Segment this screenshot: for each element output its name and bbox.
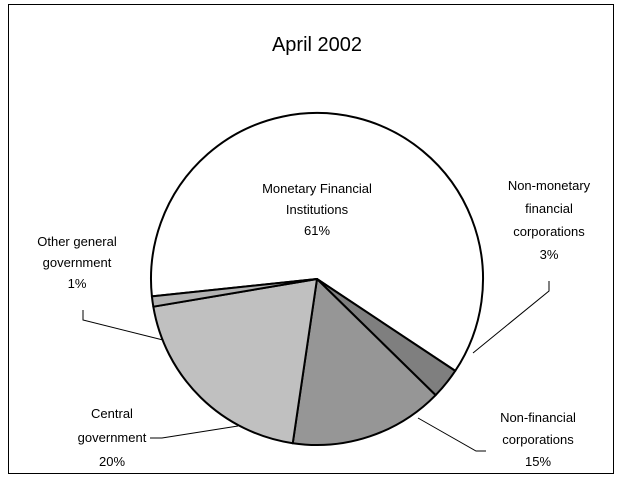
label-other-general-government: Other general government 1%: [37, 234, 117, 291]
slice-name-line: Central: [91, 406, 133, 421]
slice-non-financial-corporations: [291, 278, 437, 446]
slice-name-line: Other general: [37, 234, 117, 249]
slice-name-line: government: [43, 255, 112, 270]
slice-percent-label: 15%: [525, 454, 551, 469]
slice-percent-label: 1%: [68, 276, 87, 291]
leader-other-general-government: [82, 310, 164, 341]
slice-name-line: Monetary Financial: [262, 181, 372, 196]
leader-central-government: [150, 425, 239, 439]
label-monetary-financial-institutions: Monetary Financial Institutions 61%: [262, 181, 372, 238]
slice-name-line: Non-monetary: [508, 178, 591, 193]
label-central-government: Central government 20%: [78, 406, 147, 469]
slice-name-line: corporations: [502, 432, 574, 447]
leader-non-financial-corporations: [417, 417, 486, 452]
slice-name-line: financial: [525, 201, 573, 216]
label-non-financial-corporations: Non-financial corporations 15%: [500, 410, 576, 469]
slice-central-government: [152, 278, 318, 445]
label-non-monetary-financial-corporations: Non-monetary financial corporations 3%: [508, 178, 591, 262]
slice-percent-label: 61%: [304, 223, 330, 238]
slice-monetary-financial-institutions: [150, 112, 484, 372]
chart-title: April 2002: [272, 34, 362, 56]
leader-non-monetary-financial-corporations: [472, 281, 550, 354]
slice-name-line: corporations: [513, 224, 585, 239]
slice-percent-label: 20%: [99, 454, 125, 469]
slice-name-line: Non-financial: [500, 410, 576, 425]
slice-percent-label: 3%: [540, 247, 559, 262]
slice-name-line: Institutions: [286, 202, 349, 217]
slice-name-line: government: [78, 430, 147, 445]
slice-other-general-government: [150, 278, 318, 308]
